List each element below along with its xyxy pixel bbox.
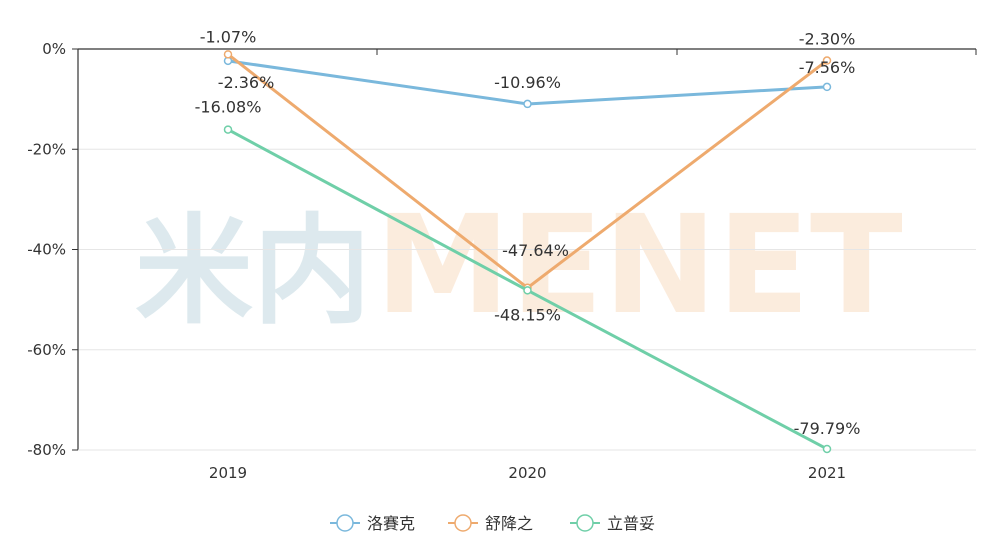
legend-label: 舒降之 (485, 514, 533, 533)
y-tick-label: -60% (27, 341, 66, 359)
data-label: -47.64% (502, 241, 569, 260)
data-label: -2.36% (218, 73, 275, 92)
data-point (822, 444, 832, 454)
watermark-part1: 米内 (135, 202, 371, 340)
data-labels: -2.36% -10.96% -7.56% -1.07% -47.64% -2.30% -1… (195, 27, 861, 438)
x-tick-label: 2020 (508, 464, 546, 482)
data-point (822, 56, 832, 65)
legend-marker (454, 514, 472, 532)
data-label: -10.96% (494, 73, 561, 92)
data-label: -79.79% (794, 419, 861, 438)
y-tick-label: -80% (27, 441, 66, 459)
legend[interactable]: 洛賽克 舒降之 立普妥 (330, 514, 655, 533)
legend-item[interactable]: 立普妥 (570, 514, 655, 533)
data-point (223, 50, 233, 59)
y-tick-label: -40% (27, 241, 66, 259)
data-point (223, 125, 233, 134)
legend-marker (576, 514, 594, 532)
legend-marker (336, 514, 354, 532)
data-label: -1.07% (200, 27, 257, 46)
data-point (523, 286, 532, 295)
legend-item[interactable]: 洛賽克 (330, 514, 415, 533)
data-point (822, 82, 832, 92)
watermark: 米内 MENET (135, 187, 903, 345)
y-tick-label: 0% (42, 40, 66, 58)
legend-label: 洛賽克 (367, 514, 415, 533)
legend-item[interactable]: 舒降之 (448, 514, 533, 533)
data-label: -2.30% (799, 30, 856, 49)
y-tick-label: -20% (27, 140, 66, 158)
data-label: -16.08% (195, 98, 262, 117)
data-point (523, 99, 532, 109)
x-tick-label: 2019 (209, 464, 247, 482)
watermark-part2: MENET (375, 187, 903, 345)
series-group (223, 50, 832, 454)
data-label: -48.15% (494, 305, 561, 324)
data-label: -7.56% (799, 58, 856, 77)
x-tick-label: 2021 (808, 464, 846, 482)
legend-label: 立普妥 (607, 514, 655, 533)
